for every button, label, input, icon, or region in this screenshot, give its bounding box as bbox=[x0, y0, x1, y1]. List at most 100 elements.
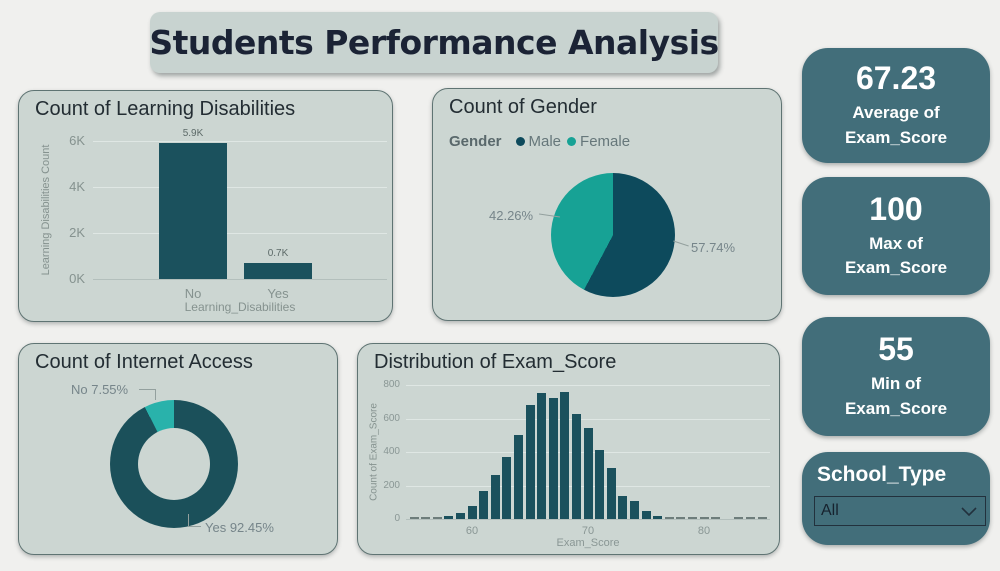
legend: Gender Male Female bbox=[449, 133, 630, 150]
gridline bbox=[406, 385, 770, 386]
kpi-label: Min of Exam_Score bbox=[844, 374, 948, 418]
male-legend-dot-icon bbox=[515, 137, 525, 146]
kpi-card-min-exam-score: 55 Min of Exam_Score bbox=[802, 317, 990, 436]
male-slice-label: 57.74% bbox=[691, 240, 736, 255]
learning-disabilities-chart-panel: Count of Learning Disabilities Learning … bbox=[18, 90, 393, 322]
chevron-down-icon bbox=[961, 506, 977, 516]
chart-title-exam-score: Distribution of Exam_Score bbox=[374, 351, 617, 373]
y-tick-label: 600 bbox=[383, 412, 400, 424]
label-leader-line bbox=[188, 526, 201, 527]
female-slice-label: 42.26% bbox=[489, 208, 534, 223]
histogram-trace-dash bbox=[676, 517, 686, 519]
kpi-label: Max of Exam_Score bbox=[844, 233, 948, 278]
histogram-trace-dash bbox=[711, 517, 721, 519]
exam-score-distribution-panel: Distribution of Exam_Score Count of Exam… bbox=[357, 343, 780, 555]
histogram-bar[interactable] bbox=[606, 467, 616, 519]
histogram-bar[interactable] bbox=[560, 391, 570, 519]
histogram-trace-dash bbox=[757, 517, 767, 519]
histogram-bar[interactable] bbox=[502, 457, 512, 519]
histogram-bar[interactable] bbox=[571, 414, 581, 519]
histogram-plot[interactable]: 0 200 400 600 800 60 70 80 bbox=[358, 344, 779, 554]
y-tick-label: 400 bbox=[383, 446, 400, 457]
slicer-title: School_Type bbox=[817, 463, 947, 486]
y-tick-label: 800 bbox=[383, 379, 400, 390]
kpi-value: 55 bbox=[878, 331, 914, 368]
legend-title: Gender bbox=[449, 133, 502, 150]
dashboard-title-card: Students Performance Analysis bbox=[149, 12, 719, 73]
school-type-dropdown[interactable]: All bbox=[814, 496, 986, 526]
x-axis-title: Learning_Disabilities bbox=[184, 300, 296, 314]
chart-title-internet-access: Count of Internet Access bbox=[35, 351, 253, 373]
bar-yes[interactable] bbox=[244, 262, 312, 279]
y-tick-label: 200 bbox=[383, 479, 400, 491]
donut-hole bbox=[138, 428, 210, 500]
bar-data-label: 5.9K bbox=[182, 128, 204, 140]
histogram-bar[interactable] bbox=[629, 501, 639, 519]
histogram-bar[interactable] bbox=[583, 427, 593, 519]
histogram-bar[interactable] bbox=[653, 516, 663, 519]
chart-title-gender: Count of Gender bbox=[449, 96, 597, 118]
gridline bbox=[93, 233, 387, 234]
histogram-trace-dash bbox=[687, 517, 697, 519]
yes-slice-label: Yes 92.45% bbox=[205, 520, 274, 535]
histogram-trace-dash bbox=[734, 517, 744, 519]
x-category-label: Yes bbox=[267, 286, 289, 301]
kpi-label: Average of Exam_Score bbox=[844, 103, 948, 147]
histogram-trace-dash bbox=[421, 517, 431, 519]
histogram-bar[interactable] bbox=[525, 405, 535, 519]
chart-title-learning-disabilities: Count of Learning Disabilities bbox=[35, 98, 296, 120]
internet-access-donut-chart[interactable] bbox=[110, 400, 238, 528]
gridline bbox=[93, 279, 387, 280]
legend-label-female: Female bbox=[580, 133, 631, 150]
histogram-bar[interactable] bbox=[479, 490, 489, 519]
legend-item-female[interactable]: Female bbox=[567, 133, 630, 150]
y-tick-label: 4K bbox=[69, 179, 85, 194]
gender-pie-chart[interactable] bbox=[551, 173, 675, 297]
label-leader-line bbox=[188, 514, 189, 526]
legend-label-male: Male bbox=[528, 133, 562, 150]
histogram-bar[interactable] bbox=[595, 450, 605, 519]
histogram-trace-dash bbox=[409, 517, 419, 519]
histogram-bar[interactable] bbox=[455, 513, 465, 519]
gridline bbox=[93, 187, 387, 188]
gender-chart-panel: Count of Gender Gender Male Female 42.26… bbox=[432, 88, 782, 321]
kpi-card-average-exam-score: 67.23 Average of Exam_Score bbox=[802, 48, 990, 163]
gridline bbox=[93, 141, 387, 142]
bar-chart-plot[interactable]: 0K 2K 4K 6K 5.9K No 0.7K Yes bbox=[19, 91, 392, 321]
histogram-bar[interactable] bbox=[537, 393, 547, 519]
label-leader-line bbox=[673, 240, 689, 247]
bar-data-label: 0.7K bbox=[267, 247, 289, 259]
x-axis-title: Exam_Score bbox=[556, 537, 620, 549]
gridline bbox=[406, 418, 770, 420]
x-tick-label: 70 bbox=[581, 525, 595, 537]
page-title: Students Performance Analysis bbox=[149, 23, 719, 62]
histogram-trace-dash bbox=[432, 517, 442, 519]
school-type-slicer-card: School_Type All bbox=[802, 452, 990, 545]
dropdown-selected-value: All bbox=[821, 502, 839, 519]
female-legend-dot-icon bbox=[567, 137, 577, 146]
legend-item-male[interactable]: Male bbox=[515, 133, 562, 150]
histogram-bar[interactable] bbox=[490, 475, 500, 519]
histogram-trace-dash bbox=[745, 517, 755, 519]
histogram-bar[interactable] bbox=[467, 506, 477, 519]
histogram-bar[interactable] bbox=[641, 511, 651, 519]
bar-no[interactable] bbox=[159, 143, 227, 279]
y-tick-label: 2K bbox=[69, 225, 85, 240]
histogram-trace-dash bbox=[699, 517, 709, 519]
kpi-value: 100 bbox=[869, 190, 923, 227]
histogram-bar[interactable] bbox=[618, 495, 628, 519]
histogram-bar[interactable] bbox=[444, 515, 454, 519]
kpi-value: 67.23 bbox=[855, 60, 937, 97]
y-tick-label: 0K bbox=[69, 271, 85, 286]
histogram-bar[interactable] bbox=[548, 398, 558, 519]
x-category-label: No bbox=[184, 286, 202, 301]
histogram-trace-dash bbox=[664, 517, 674, 519]
x-tick-label: 80 bbox=[697, 525, 711, 537]
label-leader-line bbox=[139, 389, 156, 390]
no-slice-label: No 7.55% bbox=[71, 382, 129, 397]
y-tick-label: 6K bbox=[69, 133, 85, 148]
histogram-bar[interactable] bbox=[513, 435, 523, 519]
y-tick-label: 0 bbox=[394, 513, 400, 524]
kpi-card-max-exam-score: 100 Max of Exam_Score bbox=[802, 177, 990, 295]
label-leader-line bbox=[155, 389, 156, 400]
